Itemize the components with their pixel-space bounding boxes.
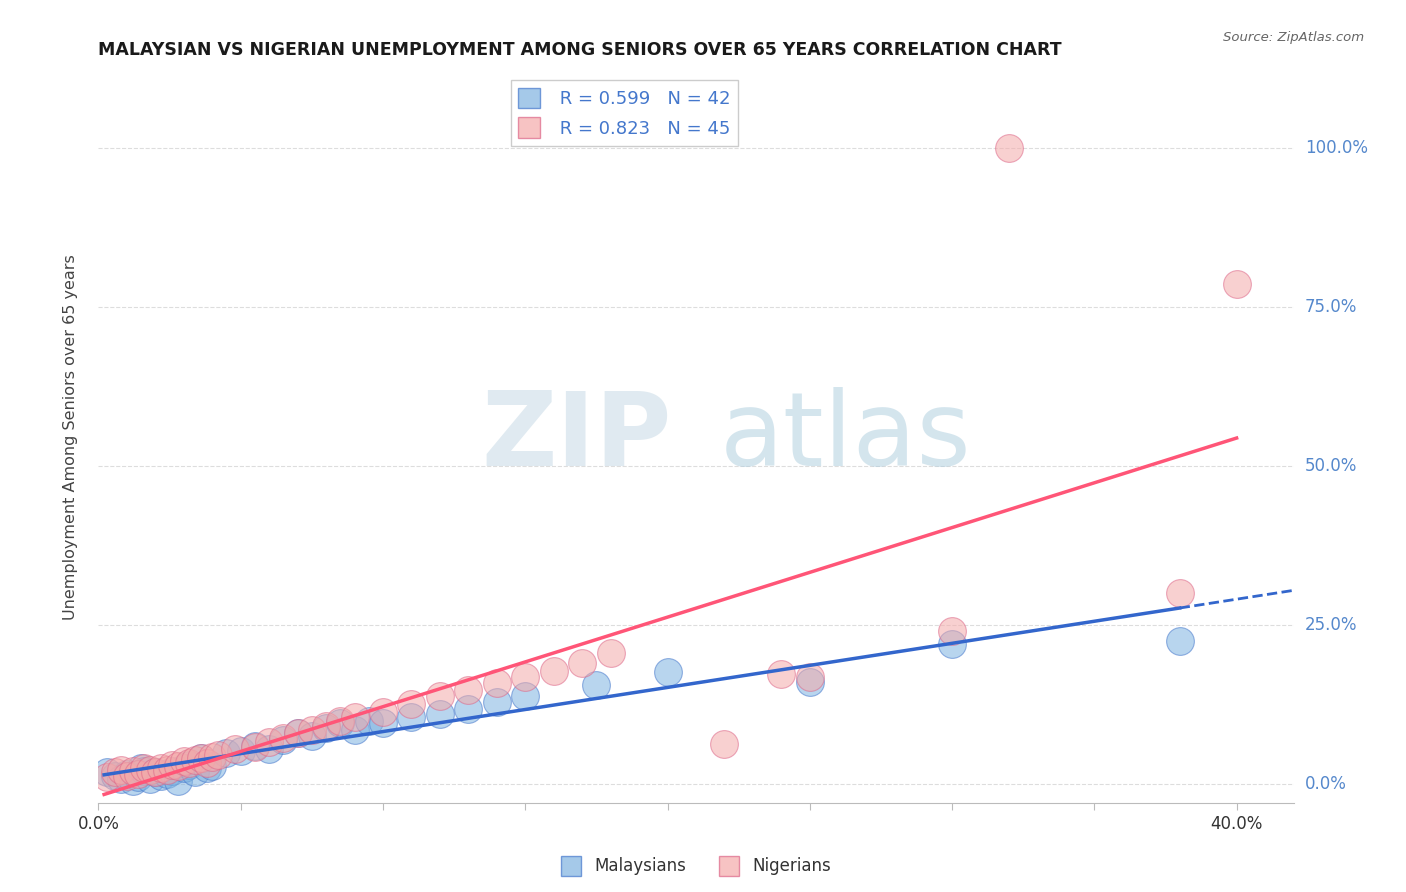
Point [371,716,394,731]
Point [770,667,793,681]
Point [195,761,218,775]
Point [104,769,127,783]
Point [273,733,295,747]
Point [287,726,309,740]
Point [713,737,735,751]
Point [173,761,195,775]
Point [156,767,179,781]
Point [343,723,366,737]
Point [301,723,323,737]
Point [132,764,155,778]
Point [243,739,266,753]
Point [96,765,118,780]
Point [229,744,252,758]
Point [129,761,152,775]
Text: atlas: atlas [720,386,972,488]
Point [243,739,266,754]
Point [457,701,479,715]
Point [167,759,190,773]
Point [110,772,132,786]
Point [138,772,160,786]
Point [515,670,537,684]
Point [195,756,218,771]
Point [429,689,451,703]
Text: ZIP: ZIP [482,386,672,488]
Point [201,759,224,773]
Point [162,764,184,778]
Point [401,697,423,711]
Point [127,766,149,780]
Point [132,761,155,775]
Point [190,751,212,765]
Point [585,678,607,692]
Point [273,731,295,745]
Point [371,706,394,720]
Text: 50.0%: 50.0% [1305,457,1357,475]
Point [143,765,166,780]
Point [121,773,143,788]
Point [315,719,337,733]
Point [110,763,132,777]
Point [287,726,309,740]
Point [1168,633,1191,648]
Point [457,682,479,697]
Point [215,746,238,760]
Point [799,670,821,684]
Point [599,646,621,660]
Point [167,773,190,788]
Point [207,748,229,763]
Point [179,757,201,772]
Point [257,735,280,749]
Point [143,765,166,780]
Point [127,770,149,784]
Text: Source: ZipAtlas.com: Source: ZipAtlas.com [1223,31,1364,45]
Point [104,765,127,780]
Point [998,141,1021,155]
Point [150,761,173,775]
Point [190,751,212,765]
Text: 0.0%: 0.0% [1305,775,1347,793]
Point [357,714,380,729]
Point [301,729,323,743]
Point [173,755,195,769]
Point [96,770,118,784]
Point [115,769,138,783]
Text: 75.0%: 75.0% [1305,298,1357,316]
Point [1226,277,1249,292]
Point [571,656,593,670]
Point [941,637,963,651]
Point [121,764,143,778]
Point [429,706,451,721]
Text: 100.0%: 100.0% [1305,138,1368,157]
Point [485,695,508,709]
Point [224,741,246,756]
Point [543,664,565,678]
Point [343,710,366,724]
Point [115,767,138,781]
Point [329,716,352,731]
Point [184,753,207,767]
Point [329,714,352,729]
Legend: Malaysians, Nigerians: Malaysians, Nigerians [554,850,838,882]
Point [179,756,201,771]
Point [657,665,679,680]
Text: 25.0%: 25.0% [1305,615,1357,633]
Point [799,675,821,690]
Point [1168,586,1191,600]
Point [941,624,963,638]
Text: MALAYSIAN VS NIGERIAN UNEMPLOYMENT AMONG SENIORS OVER 65 YEARS CORRELATION CHART: MALAYSIAN VS NIGERIAN UNEMPLOYMENT AMONG… [98,41,1062,59]
Point [315,721,337,735]
Point [257,741,280,756]
Point [201,750,224,764]
Point [162,757,184,772]
Point [184,765,207,780]
Point [138,763,160,777]
Point [485,676,508,690]
Point [515,689,537,703]
Point [401,710,423,724]
Point [150,769,173,783]
Y-axis label: Unemployment Among Seniors over 65 years: Unemployment Among Seniors over 65 years [63,254,77,620]
Point [156,763,179,777]
